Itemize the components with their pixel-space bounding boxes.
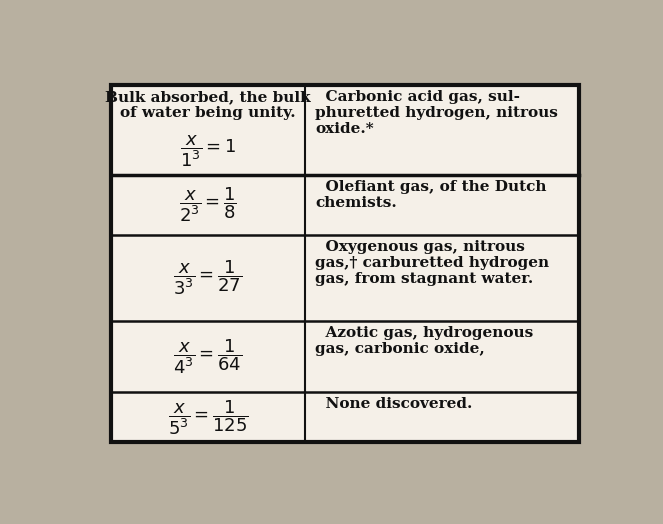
- Text: $\dfrac{x}{3^3} = \dfrac{1}{27}$: $\dfrac{x}{3^3} = \dfrac{1}{27}$: [174, 259, 243, 298]
- Text: $\dfrac{x}{4^3} = \dfrac{1}{64}$: $\dfrac{x}{4^3} = \dfrac{1}{64}$: [174, 337, 243, 376]
- Text: Olefiant gas, of the Dutch
chemists.: Olefiant gas, of the Dutch chemists.: [316, 180, 547, 210]
- Text: Oxygenous gas, nitrous
gas,† carburetted hydrogen
gas, from stagnant water.: Oxygenous gas, nitrous gas,† carburetted…: [316, 239, 550, 286]
- Text: Azotic gas, hydrogenous
gas, carbonic oxide,: Azotic gas, hydrogenous gas, carbonic ox…: [316, 326, 534, 356]
- Bar: [111, 85, 579, 442]
- Text: $\dfrac{x}{2^3} = \dfrac{1}{8}$: $\dfrac{x}{2^3} = \dfrac{1}{8}$: [179, 185, 237, 224]
- Text: $\dfrac{x}{5^3} = \dfrac{1}{125}$: $\dfrac{x}{5^3} = \dfrac{1}{125}$: [168, 398, 249, 436]
- Text: Carbonic acid gas, sul-
phuretted hydrogen, nitrous
oxide.*: Carbonic acid gas, sul- phuretted hydrog…: [316, 90, 558, 136]
- Text: Bulk absorbed, the bulk
of water being unity.: Bulk absorbed, the bulk of water being u…: [105, 90, 311, 120]
- Bar: [111, 85, 579, 442]
- Text: None discovered.: None discovered.: [316, 397, 473, 411]
- Text: $\dfrac{x}{1^3} = 1$: $\dfrac{x}{1^3} = 1$: [180, 134, 236, 169]
